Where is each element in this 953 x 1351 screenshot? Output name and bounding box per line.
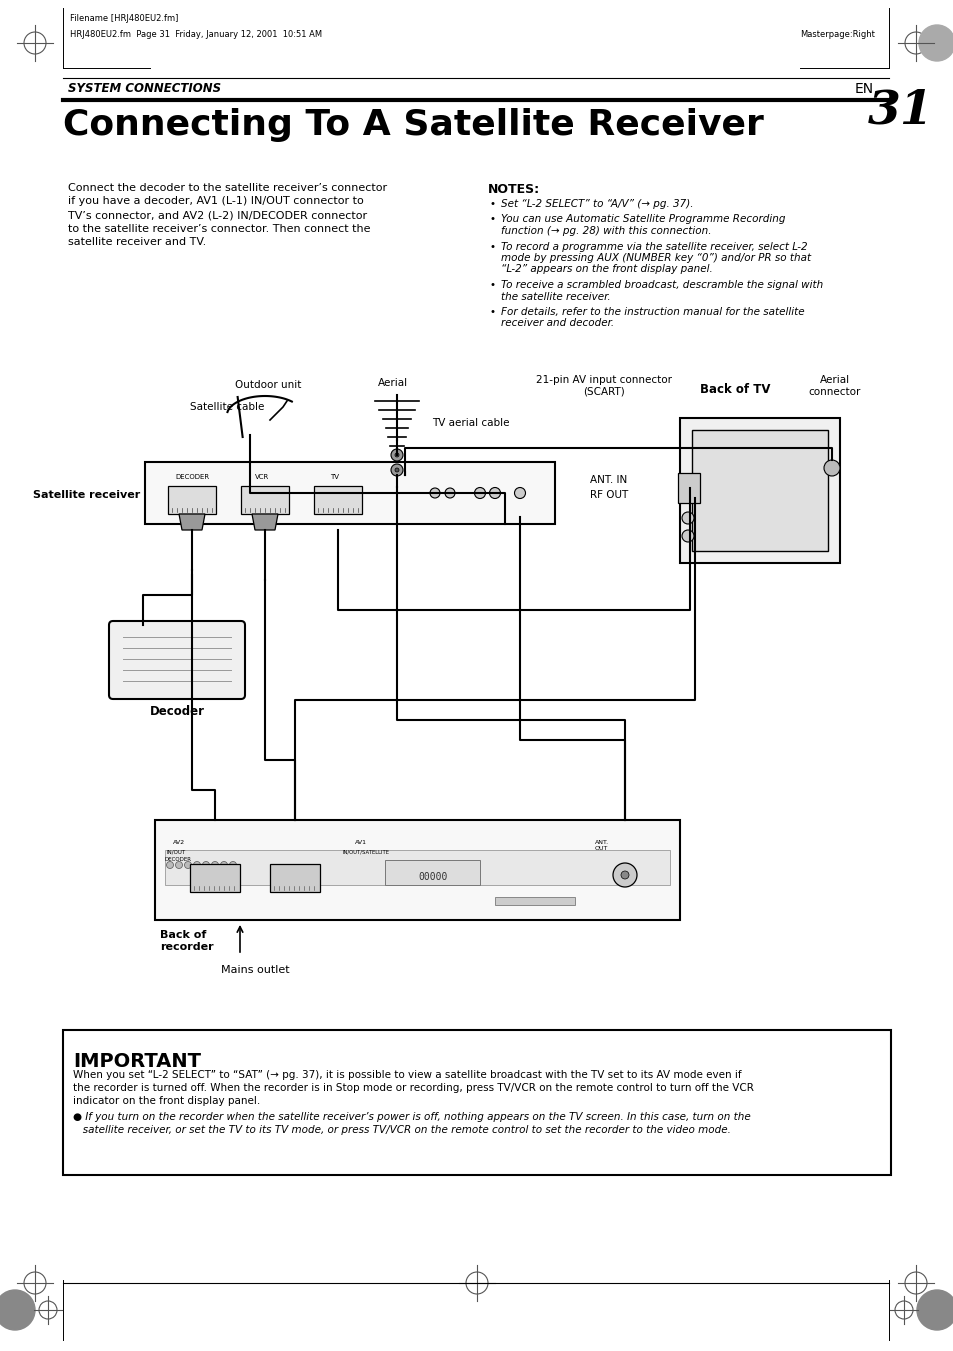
FancyBboxPatch shape (109, 621, 245, 698)
Circle shape (220, 862, 227, 869)
Circle shape (395, 453, 398, 457)
Bar (385, 861, 479, 885)
Text: the recorder is turned off. When the recorder is in Stop mode or recording, pres: the recorder is turned off. When the rec… (73, 1084, 753, 1093)
Circle shape (167, 862, 173, 869)
Text: IMPORTANT: IMPORTANT (73, 1052, 201, 1071)
Text: Mains outlet: Mains outlet (220, 965, 289, 975)
Text: indicator on the front display panel.: indicator on the front display panel. (73, 1096, 260, 1106)
Circle shape (0, 1290, 35, 1329)
Circle shape (620, 871, 628, 880)
Text: VCR: VCR (254, 474, 269, 480)
Text: satellite receiver and TV.: satellite receiver and TV. (68, 236, 206, 247)
Bar (165, 850, 669, 885)
Bar (691, 430, 827, 551)
Circle shape (514, 488, 525, 499)
FancyBboxPatch shape (270, 865, 319, 892)
Circle shape (391, 463, 402, 476)
Text: IN/OUT/SATELLITE: IN/OUT/SATELLITE (343, 848, 390, 854)
Text: When you set “L-2 SELECT” to “SAT” (→ pg. 37), it is possible to view a satellit: When you set “L-2 SELECT” to “SAT” (→ pg… (73, 1070, 740, 1079)
FancyBboxPatch shape (190, 865, 240, 892)
FancyBboxPatch shape (241, 486, 289, 513)
Circle shape (175, 862, 182, 869)
Text: TV’s connector, and AV2 (L-2) IN/DECODER connector: TV’s connector, and AV2 (L-2) IN/DECODER… (68, 209, 367, 220)
Circle shape (916, 1290, 953, 1329)
FancyBboxPatch shape (314, 486, 361, 513)
Text: For details, refer to the instruction manual for the satellite: For details, refer to the instruction ma… (500, 307, 803, 317)
Text: •: • (490, 199, 496, 209)
Text: To receive a scrambled broadcast, descramble the signal with: To receive a scrambled broadcast, descra… (500, 280, 822, 290)
Circle shape (823, 459, 840, 476)
Circle shape (395, 467, 398, 471)
Text: EN: EN (854, 82, 873, 96)
Bar (154, 820, 679, 920)
Text: ● If you turn on the recorder when the satellite receiver’s power is off, nothin: ● If you turn on the recorder when the s… (73, 1112, 750, 1121)
Circle shape (918, 26, 953, 61)
Text: Aerial
connector: Aerial connector (808, 376, 861, 397)
Circle shape (430, 488, 439, 499)
Circle shape (193, 862, 200, 869)
Text: SYSTEM CONNECTIONS: SYSTEM CONNECTIONS (68, 82, 221, 95)
Text: ANT. IN: ANT. IN (589, 476, 626, 485)
Text: TV: TV (330, 474, 338, 480)
Text: Back of TV: Back of TV (699, 382, 769, 396)
Text: You can use Automatic Satellite Programme Recording: You can use Automatic Satellite Programm… (500, 215, 784, 224)
Text: RF OUT: RF OUT (589, 490, 628, 500)
Circle shape (613, 863, 637, 888)
Text: 31: 31 (867, 88, 933, 134)
Text: receiver and decoder.: receiver and decoder. (500, 319, 614, 328)
Text: •: • (490, 242, 496, 251)
Bar (678, 473, 700, 503)
Text: DECODER: DECODER (165, 857, 192, 862)
Text: Masterpage:Right: Masterpage:Right (800, 30, 874, 39)
Text: Satellite receiver: Satellite receiver (32, 490, 140, 500)
Circle shape (681, 512, 693, 524)
Text: Back of
recorder: Back of recorder (160, 929, 213, 951)
Circle shape (184, 862, 192, 869)
Text: •: • (490, 307, 496, 317)
Text: AV2: AV2 (172, 840, 185, 844)
Text: Outdoor unit: Outdoor unit (234, 380, 301, 390)
Circle shape (212, 862, 218, 869)
Circle shape (230, 862, 236, 869)
Text: to the satellite receiver’s connector. Then connect the: to the satellite receiver’s connector. T… (68, 223, 370, 234)
Text: Set “L-2 SELECT” to “A/V” (→ pg. 37).: Set “L-2 SELECT” to “A/V” (→ pg. 37). (500, 199, 693, 209)
FancyBboxPatch shape (168, 486, 215, 513)
Circle shape (681, 530, 693, 542)
Text: •: • (490, 215, 496, 224)
Text: To record a programme via the satellite receiver, select L-2: To record a programme via the satellite … (500, 242, 807, 251)
Text: mode by pressing AUX (NUMBER key “0”) and/or PR so that: mode by pressing AUX (NUMBER key “0”) an… (500, 253, 810, 263)
Polygon shape (252, 513, 277, 530)
Text: ANT.
OUT: ANT. OUT (595, 840, 608, 851)
Polygon shape (179, 513, 205, 530)
Text: if you have a decoder, AV1 (L-1) IN/OUT connector to: if you have a decoder, AV1 (L-1) IN/OUT … (68, 196, 363, 207)
Bar (145, 462, 555, 524)
Text: Aerial: Aerial (377, 378, 408, 388)
Text: Filename [HRJ480EU2.fm]: Filename [HRJ480EU2.fm] (70, 14, 178, 23)
Text: “L-2” appears on the front display panel.: “L-2” appears on the front display panel… (500, 265, 712, 274)
Text: •: • (490, 280, 496, 290)
Bar (63, 1029, 890, 1175)
Text: DECODER: DECODER (174, 474, 209, 480)
Text: satellite receiver, or set the TV to its TV mode, or press TV/VCR on the remote : satellite receiver, or set the TV to its… (73, 1125, 730, 1135)
Text: NOTES:: NOTES: (488, 182, 539, 196)
Text: Connecting To A Satellite Receiver: Connecting To A Satellite Receiver (63, 108, 763, 142)
Circle shape (474, 488, 485, 499)
Text: the satellite receiver.: the satellite receiver. (500, 292, 610, 301)
Bar (679, 417, 840, 563)
Text: 00000: 00000 (417, 871, 447, 882)
Circle shape (202, 862, 210, 869)
Text: TV aerial cable: TV aerial cable (432, 417, 509, 428)
Text: 21-pin AV input connector
(SCART): 21-pin AV input connector (SCART) (536, 376, 671, 397)
Circle shape (391, 449, 402, 461)
Text: Satellite cable: Satellite cable (190, 403, 264, 412)
Text: IN/OUT: IN/OUT (167, 848, 186, 854)
Text: Connect the decoder to the satellite receiver’s connector: Connect the decoder to the satellite rec… (68, 182, 387, 193)
Text: function (→ pg. 28) with this connection.: function (→ pg. 28) with this connection… (500, 226, 711, 236)
Circle shape (444, 488, 455, 499)
Text: Decoder: Decoder (150, 705, 204, 717)
Text: AV1: AV1 (355, 840, 367, 844)
Circle shape (489, 488, 500, 499)
Text: HRJ480EU2.fm  Page 31  Friday, January 12, 2001  10:51 AM: HRJ480EU2.fm Page 31 Friday, January 12,… (70, 30, 322, 39)
Bar (495, 897, 575, 905)
